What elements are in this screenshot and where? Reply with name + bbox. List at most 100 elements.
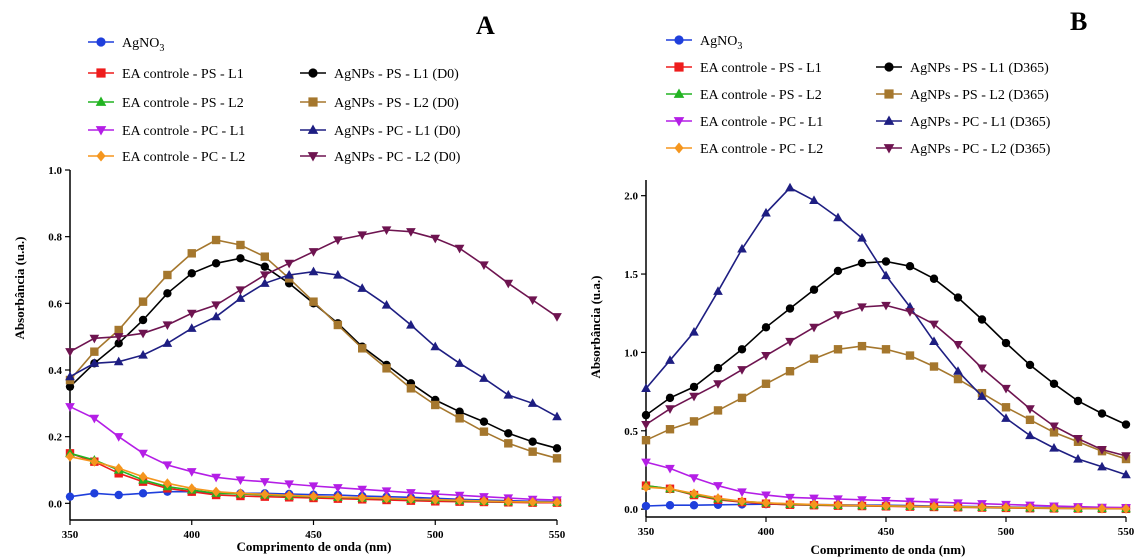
panel-a-data-point xyxy=(454,358,465,367)
panel-a-data-point xyxy=(357,485,368,495)
panel-b-series-3 xyxy=(641,458,1131,513)
panel-a-data-point xyxy=(528,447,537,456)
panel-a-data-point xyxy=(333,491,343,503)
panel-a-legend: AgNO3 EA controle - PS - L1 EA controle - … xyxy=(88,36,461,165)
panel-a-y-tick-label: 0.2 xyxy=(48,432,62,444)
panel-b-data-point xyxy=(785,182,795,192)
panel-b-data-point xyxy=(833,311,843,320)
panel-a-data-point xyxy=(113,333,124,342)
panel-a-data-point xyxy=(138,471,148,482)
panel-b-data-point xyxy=(641,435,651,445)
panel-a-data-point xyxy=(455,407,464,416)
panel-b-data-point xyxy=(785,498,795,509)
panel-b-data-point xyxy=(1001,338,1011,348)
panel-b-series-6 xyxy=(641,341,1131,464)
panel-a-data-point xyxy=(455,495,464,506)
panel-a-data-point xyxy=(431,400,440,410)
panel-a-data-point xyxy=(479,417,489,426)
legend-marker xyxy=(307,124,319,134)
panel-b-data-point xyxy=(905,262,915,271)
panel-b-data-point xyxy=(833,499,843,510)
panel-a-data-point xyxy=(528,496,537,508)
legend-label: AgNPs - PS - L1 (D0) xyxy=(334,67,459,82)
panel-a-data-point xyxy=(211,311,221,321)
panel-b-data-point xyxy=(641,383,651,393)
panel-b-data-point xyxy=(1049,379,1059,388)
legend-item: EA controle - PS - L1 xyxy=(88,67,244,82)
panel-a-data-point xyxy=(65,451,75,462)
panel-b-data-point xyxy=(761,323,771,332)
panel-a-y-tick-label: 0.4 xyxy=(48,365,62,377)
panel-b-data-point xyxy=(641,458,651,468)
panel-a-data-point xyxy=(552,444,562,453)
panel-a-data-point xyxy=(114,339,123,348)
panel-a-data-point xyxy=(114,463,123,474)
panel-b-data-point xyxy=(857,258,867,268)
panel-b-letter: B xyxy=(1070,7,1087,36)
panel-b-x-tick-label: 450 xyxy=(878,526,895,538)
panel-b-data-point xyxy=(977,364,987,374)
panel-a-data-point xyxy=(65,348,75,357)
panel-b-x-tick-label: 400 xyxy=(758,526,775,538)
panel-b-data-point xyxy=(1049,503,1059,514)
panel-a-y-tick-label: 0.0 xyxy=(48,498,62,510)
panel-a-data-point xyxy=(479,427,489,436)
panel-b-data-point xyxy=(1025,405,1035,414)
panel-a-data-point xyxy=(260,262,269,271)
panel-a-data-point xyxy=(503,389,514,399)
panel-a-data-point xyxy=(552,497,562,508)
panel-b-data-point xyxy=(833,212,843,222)
legend-label: AgNO3 xyxy=(122,36,164,54)
panel-b-data-point xyxy=(665,355,675,364)
legend-item: EA controle - PS - L2 xyxy=(88,96,244,111)
panel-b-data-point xyxy=(761,497,771,508)
panel-a-data-point xyxy=(90,456,99,467)
legend-marker xyxy=(96,37,106,47)
panel-b-data-point xyxy=(1025,430,1035,440)
panel-b-data-point xyxy=(737,496,747,507)
panel-b-y-tick-label: 0.0 xyxy=(624,504,638,516)
panel-b-data-point xyxy=(689,488,699,499)
legend-marker xyxy=(884,89,894,99)
panel-a-data-point xyxy=(528,437,537,446)
panel-b-data-point xyxy=(761,491,771,501)
panel-a-data-point xyxy=(504,439,513,448)
panel-b-data-point xyxy=(809,323,819,333)
panel-a-data-point xyxy=(89,334,100,344)
legend-marker xyxy=(883,144,895,154)
legend-marker xyxy=(674,35,684,45)
panel-a-data-point xyxy=(381,487,392,497)
panel-a-data-point xyxy=(65,492,75,501)
panel-a-series-3 xyxy=(65,403,562,506)
panel-a-data-point xyxy=(333,269,343,279)
panel-b-data-point xyxy=(1073,503,1083,514)
legend-marker xyxy=(308,97,318,107)
panel-a-data-point xyxy=(260,252,269,261)
panel-a-x-tick-label: 550 xyxy=(549,529,566,541)
panel-b-data-point xyxy=(1025,415,1035,425)
panel-b-data-point xyxy=(1121,503,1131,514)
panel-b-data-point xyxy=(833,495,843,505)
panel-a-data-point xyxy=(357,231,368,241)
panel-a-data-point xyxy=(455,414,464,423)
panel-b-data-point xyxy=(833,345,843,354)
panel-a-x-tick-label: 400 xyxy=(184,529,201,541)
panel-a-data-point xyxy=(259,271,270,281)
panel-a-data-point xyxy=(138,349,148,359)
panel-a: A AgNO3 EA controle - PS - L1 EA controle … xyxy=(12,11,566,554)
panel-a-data-point xyxy=(406,493,416,505)
panel-b-data-point xyxy=(1097,446,1107,455)
panel-b-data-point xyxy=(977,315,987,324)
panel-b-data-point xyxy=(1121,469,1131,479)
legend-marker xyxy=(674,142,684,154)
panel-b-data-point xyxy=(929,320,939,330)
panel-a-data-point xyxy=(308,482,319,492)
legend-marker xyxy=(307,152,319,162)
panel-a-data-point xyxy=(259,278,270,287)
panel-b-data-point xyxy=(713,363,723,373)
legend-marker xyxy=(95,126,107,136)
panel-b-y-tick-label: 1.5 xyxy=(624,269,638,281)
legend-item: EA controle - PC - L2 xyxy=(88,150,245,165)
panel-b-data-point xyxy=(953,501,963,512)
